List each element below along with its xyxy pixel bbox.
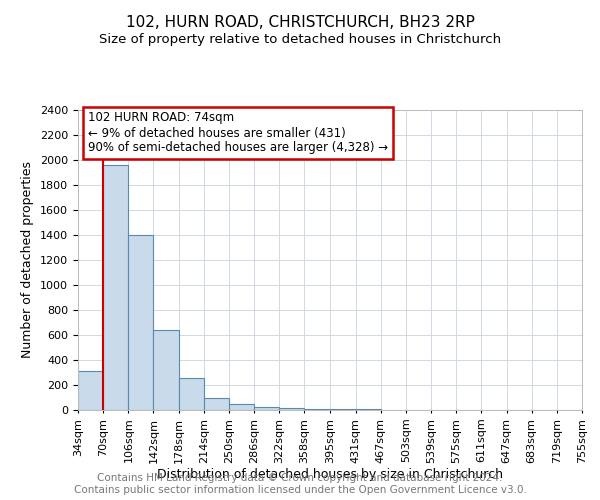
Text: Size of property relative to detached houses in Christchurch: Size of property relative to detached ho… <box>99 32 501 46</box>
Bar <box>78 371 103 410</box>
Y-axis label: Number of detached properties: Number of detached properties <box>22 162 34 358</box>
Bar <box>154 330 179 410</box>
Bar <box>254 407 280 410</box>
Bar <box>331 409 356 410</box>
Bar <box>128 235 154 410</box>
Bar <box>304 409 329 410</box>
Bar <box>179 378 204 410</box>
Bar <box>204 398 229 410</box>
Bar <box>280 408 304 410</box>
Text: 102, HURN ROAD, CHRISTCHURCH, BH23 2RP: 102, HURN ROAD, CHRISTCHURCH, BH23 2RP <box>125 15 475 30</box>
Bar <box>103 165 128 410</box>
Text: 102 HURN ROAD: 74sqm
← 9% of detached houses are smaller (431)
90% of semi-detac: 102 HURN ROAD: 74sqm ← 9% of detached ho… <box>88 112 388 154</box>
X-axis label: Distribution of detached houses by size in Christchurch: Distribution of detached houses by size … <box>157 468 503 481</box>
Text: Contains HM Land Registry data © Crown copyright and database right 2024.
Contai: Contains HM Land Registry data © Crown c… <box>74 474 526 495</box>
Bar <box>229 404 254 410</box>
